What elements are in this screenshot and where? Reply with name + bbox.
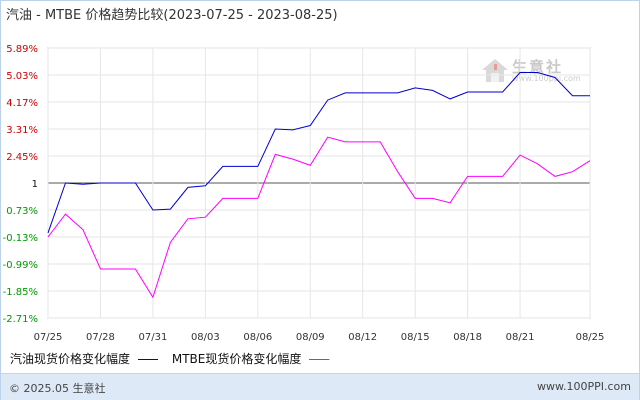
y-tick-label: 5.03% (6, 71, 38, 82)
series-line-mtbe (47, 136, 591, 299)
series-line-gasoline (47, 72, 590, 234)
y-tick-label: 5.89% (6, 44, 38, 55)
x-tick-label: 07/28 (86, 332, 115, 343)
chart-legend: 汽油现货价格变化幅度 MTBE现货价格变化幅度 (10, 350, 339, 367)
legend-item-mtbe: MTBE现货价格变化幅度 (172, 350, 330, 367)
footer-site-link[interactable]: www.100PPI.com (537, 380, 631, 393)
y-tick-label: 2.45% (6, 152, 38, 163)
x-tick-label: 08/15 (401, 332, 430, 343)
x-tick-label: 08/03 (191, 332, 220, 343)
y-tick-label: 4.17% (6, 98, 38, 109)
x-tick-label: 08/09 (296, 332, 325, 343)
footer-bar: © 2025.05 生意社 www.100PPI.com (1, 373, 639, 400)
legend-label-gasoline: 汽油现货价格变化幅度 (10, 352, 131, 366)
x-tick-label: 08/21 (506, 332, 535, 343)
x-tick-label: 08/06 (243, 332, 272, 343)
legend-swatch-gasoline (138, 359, 159, 360)
watermark-logo: 生意社 www.100ppi.com (480, 56, 581, 86)
y-tick-label: 3.31% (6, 125, 38, 136)
y-tick-label: -0.99% (3, 260, 38, 271)
legend-label-mtbe: MTBE现货价格变化幅度 (171, 352, 302, 366)
legend-item-gasoline: 汽油现货价格变化幅度 (10, 350, 159, 367)
y-tick-label: 1 (32, 179, 38, 190)
y-tick-label: -0.13% (3, 233, 38, 244)
x-tick-label: 07/31 (138, 332, 167, 343)
x-tick-label: 08/12 (348, 332, 377, 343)
chart-title: 汽油 - MTBE 价格趋势比较(2023-07-25 - 2023-08-25… (6, 8, 338, 23)
watermark-name: 生意社 (512, 58, 564, 76)
x-tick-label: 07/25 (34, 332, 63, 343)
legend-swatch-mtbe (309, 359, 330, 360)
x-tick-label: 08/25 (576, 332, 605, 343)
y-tick-label: -1.85% (3, 287, 38, 298)
footer-copyright: © 2025.05 生意社 (9, 382, 106, 395)
y-tick-label: 0.73% (6, 206, 38, 217)
house-icon (482, 59, 508, 82)
x-tick-label: 08/18 (453, 332, 482, 343)
watermark-url: www.100ppi.com (512, 74, 581, 83)
y-tick-label: -2.71% (3, 314, 38, 325)
